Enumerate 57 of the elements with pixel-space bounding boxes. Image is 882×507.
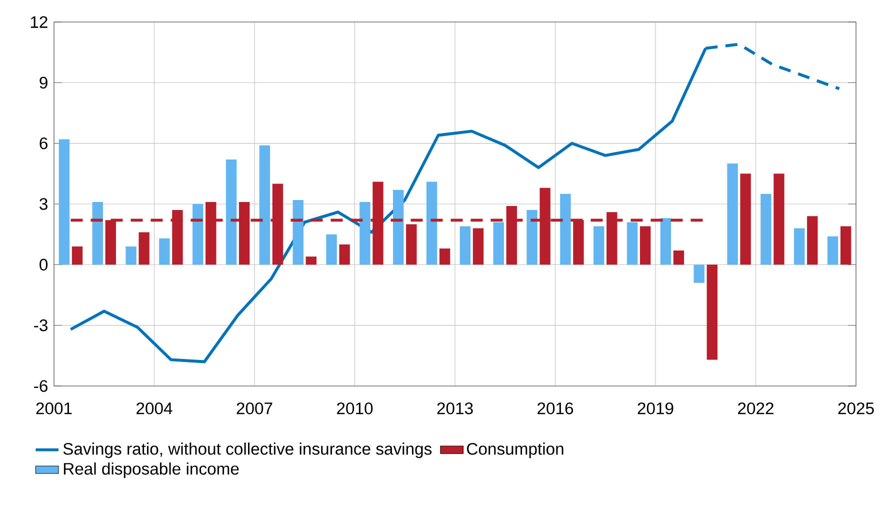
bar [58, 139, 70, 265]
x-tick-label: 2001 [36, 402, 72, 414]
bar [493, 222, 504, 265]
bar [694, 264, 704, 283]
x-tick-label: 2004 [136, 402, 172, 414]
bar [339, 244, 350, 265]
bar [460, 226, 471, 265]
y-tick-label: 6 [40, 137, 48, 150]
x-tick-label: 2022 [738, 402, 774, 414]
y-tick-label: -6 [34, 380, 48, 392]
bar [138, 232, 150, 265]
x-tick-label: 2013 [437, 402, 473, 414]
bar [306, 256, 316, 265]
x-tick-label: 2016 [538, 402, 574, 414]
y-tick-label: 9 [40, 76, 48, 89]
bar [526, 210, 538, 265]
x-tick-label: 2010 [337, 402, 373, 414]
bar [159, 238, 170, 265]
bar [92, 202, 103, 265]
x-tick-label: 2019 [638, 402, 674, 414]
bar [226, 160, 237, 265]
y-tick-label: 12 [30, 16, 48, 28]
bar [807, 216, 818, 265]
bar [472, 228, 484, 265]
bar [727, 164, 738, 265]
bar [740, 174, 751, 265]
bar [760, 194, 772, 265]
bar [192, 204, 204, 265]
bar [706, 264, 718, 360]
bar [393, 190, 404, 265]
legend-label: Consumption [467, 442, 564, 458]
bar [840, 226, 852, 265]
bar [126, 246, 136, 265]
bar [360, 202, 370, 265]
bar [426, 182, 438, 265]
bar [626, 222, 638, 265]
bar [560, 194, 571, 265]
y-tick-label: 0 [40, 258, 48, 271]
bar [774, 174, 784, 265]
bar [640, 226, 651, 265]
bar [406, 224, 417, 265]
x-tick-label: 2007 [236, 402, 272, 414]
bar [72, 246, 83, 265]
bar [673, 250, 684, 265]
bar [292, 200, 304, 265]
x-tick-label: 2025 [838, 402, 874, 414]
bar [259, 145, 270, 265]
bar [827, 236, 838, 265]
bar [439, 248, 450, 265]
bar [594, 226, 604, 265]
y-tick-label: 3 [40, 198, 48, 210]
bar [794, 228, 805, 265]
bar [660, 218, 672, 265]
y-tick-label: -3 [34, 319, 48, 332]
bar [326, 234, 337, 265]
legend-label: Real disposable income [64, 462, 239, 478]
legend-label: Savings ratio, without collective insurance savings [63, 442, 432, 458]
